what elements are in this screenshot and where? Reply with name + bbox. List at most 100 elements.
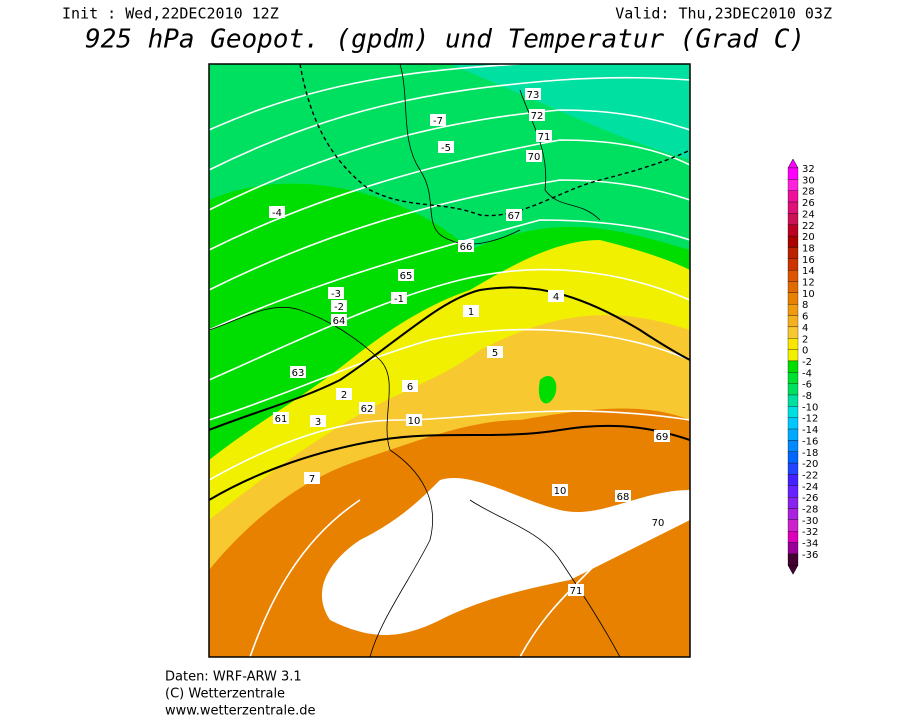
contour-label-box (438, 141, 454, 153)
colorbar-label: 20 (802, 232, 815, 243)
footer-data-source: Daten: WRF-ARW 3.1 (165, 670, 302, 685)
colorbar-cell (787, 406, 799, 418)
contour-label-box (529, 109, 545, 121)
contour-label: 7 (309, 474, 315, 485)
contour-label: 10 (554, 486, 567, 497)
colorbar-label: 2 (802, 334, 808, 345)
colorbar-cell (787, 315, 799, 328)
geopotential-isolines (209, 64, 690, 657)
alpine-cold-spot (538, 375, 557, 404)
contour-label-box (273, 412, 289, 424)
contour-label-box (526, 150, 542, 162)
colorbar-top-arrow (787, 158, 799, 169)
contour-label-box (487, 346, 503, 358)
colorbar-cell (787, 269, 799, 282)
colorbar-label: 16 (802, 255, 815, 266)
contour-label-box (391, 292, 407, 304)
colorbar-label: -34 (802, 539, 818, 550)
colorbar-label: -10 (802, 402, 818, 413)
contour-label-box (615, 490, 631, 502)
contour-label-box (290, 366, 306, 378)
colorbar-cell (787, 360, 799, 373)
contour-labels: 73727170676665646362616968-7-5-4-3-2-112… (269, 88, 670, 597)
contour-label: 65 (400, 271, 413, 282)
colorbar-cell (787, 508, 799, 521)
contour-label-box (304, 472, 320, 484)
colorbar-cell (787, 462, 799, 475)
colorbar-cell (787, 474, 799, 486)
contour-label: 72 (531, 111, 544, 122)
colorbar-cell (787, 247, 799, 259)
valid-time: Valid: Thu,23DEC2010 03Z (615, 5, 832, 23)
map-frame (208, 63, 691, 658)
colorbar-label: 32 (802, 164, 815, 175)
contour-label: 66 (460, 242, 473, 253)
colorbar-cell (787, 281, 799, 294)
colorbar-label: 4 (802, 323, 808, 334)
colorbar-label: 30 (802, 175, 815, 186)
colorbar-label: -32 (802, 527, 818, 538)
contour-label-box (463, 305, 479, 317)
contour-label-box (310, 415, 326, 427)
contour-label: 67 (508, 211, 521, 222)
colorbar-label: -4 (802, 368, 812, 379)
contour-label: -7 (433, 116, 443, 127)
contour-label-box (552, 484, 568, 496)
colorbar-cell (787, 519, 799, 532)
contour-label-box (506, 209, 522, 221)
colorbar-cell (787, 349, 799, 362)
colorbar-label: -6 (802, 380, 812, 391)
contour-label-box (548, 290, 564, 302)
colorbar-label: 14 (802, 266, 815, 277)
colorbar-label: -36 (802, 550, 818, 561)
contour-label-box (406, 414, 422, 426)
colorbar-label: 8 (802, 300, 808, 311)
contour-label: 61 (275, 414, 288, 425)
colorbar-cell (787, 394, 799, 407)
colorbar-cell (787, 326, 799, 339)
contour-label: 4 (553, 292, 559, 303)
contour-label: 70 (528, 152, 541, 163)
colorbar-cell (787, 496, 799, 509)
contour-label: 5 (492, 348, 498, 359)
colorbar-label: -24 (802, 482, 818, 493)
colorbar-label: 6 (802, 312, 808, 323)
contour-label-box (336, 388, 352, 400)
coldest-field (450, 64, 690, 160)
colorbar-cell (787, 485, 799, 498)
border-lines (299, 64, 690, 217)
colorbar-label: -30 (802, 516, 818, 527)
contour-label: 71 (570, 586, 583, 597)
colorbar-cell (787, 201, 799, 214)
colorbar-cell (787, 542, 799, 555)
colorbar-label: 10 (802, 289, 815, 300)
contour-label-box (398, 269, 414, 281)
no-data-area (321, 477, 690, 635)
contour-label-box (650, 516, 666, 528)
colorbar-cell (787, 258, 799, 271)
contour-label-box (359, 402, 375, 414)
contour-label-box (568, 584, 584, 596)
contour-label: 1 (468, 307, 474, 318)
contour-label: 73 (527, 90, 540, 101)
contour-label-box (402, 380, 418, 392)
contour-label-box (331, 300, 347, 312)
colorbar-cell (787, 213, 799, 225)
colorbar-label: -18 (802, 448, 818, 459)
colorbar-cell (787, 372, 799, 384)
contour-label: -1 (394, 294, 404, 305)
contour-label: -3 (331, 289, 341, 300)
colorbar-label: 24 (802, 209, 815, 220)
colorbar-cell (787, 304, 799, 316)
map-title: 925 hPa Geopot. (gpdm) und Temperatur (G… (85, 25, 805, 55)
footer-copyright: (C) Wetterzentrale (165, 687, 285, 702)
colorbar-label: -20 (802, 459, 818, 470)
colorbar-cell (787, 190, 799, 203)
contour-label-box (328, 287, 344, 299)
contour-label: 69 (656, 432, 669, 443)
contour-label: 3 (315, 417, 321, 428)
colorbar-label: -16 (802, 436, 818, 447)
contour-label-box (654, 430, 670, 442)
contour-label-box (269, 206, 285, 218)
colorbar-cell (787, 167, 799, 180)
